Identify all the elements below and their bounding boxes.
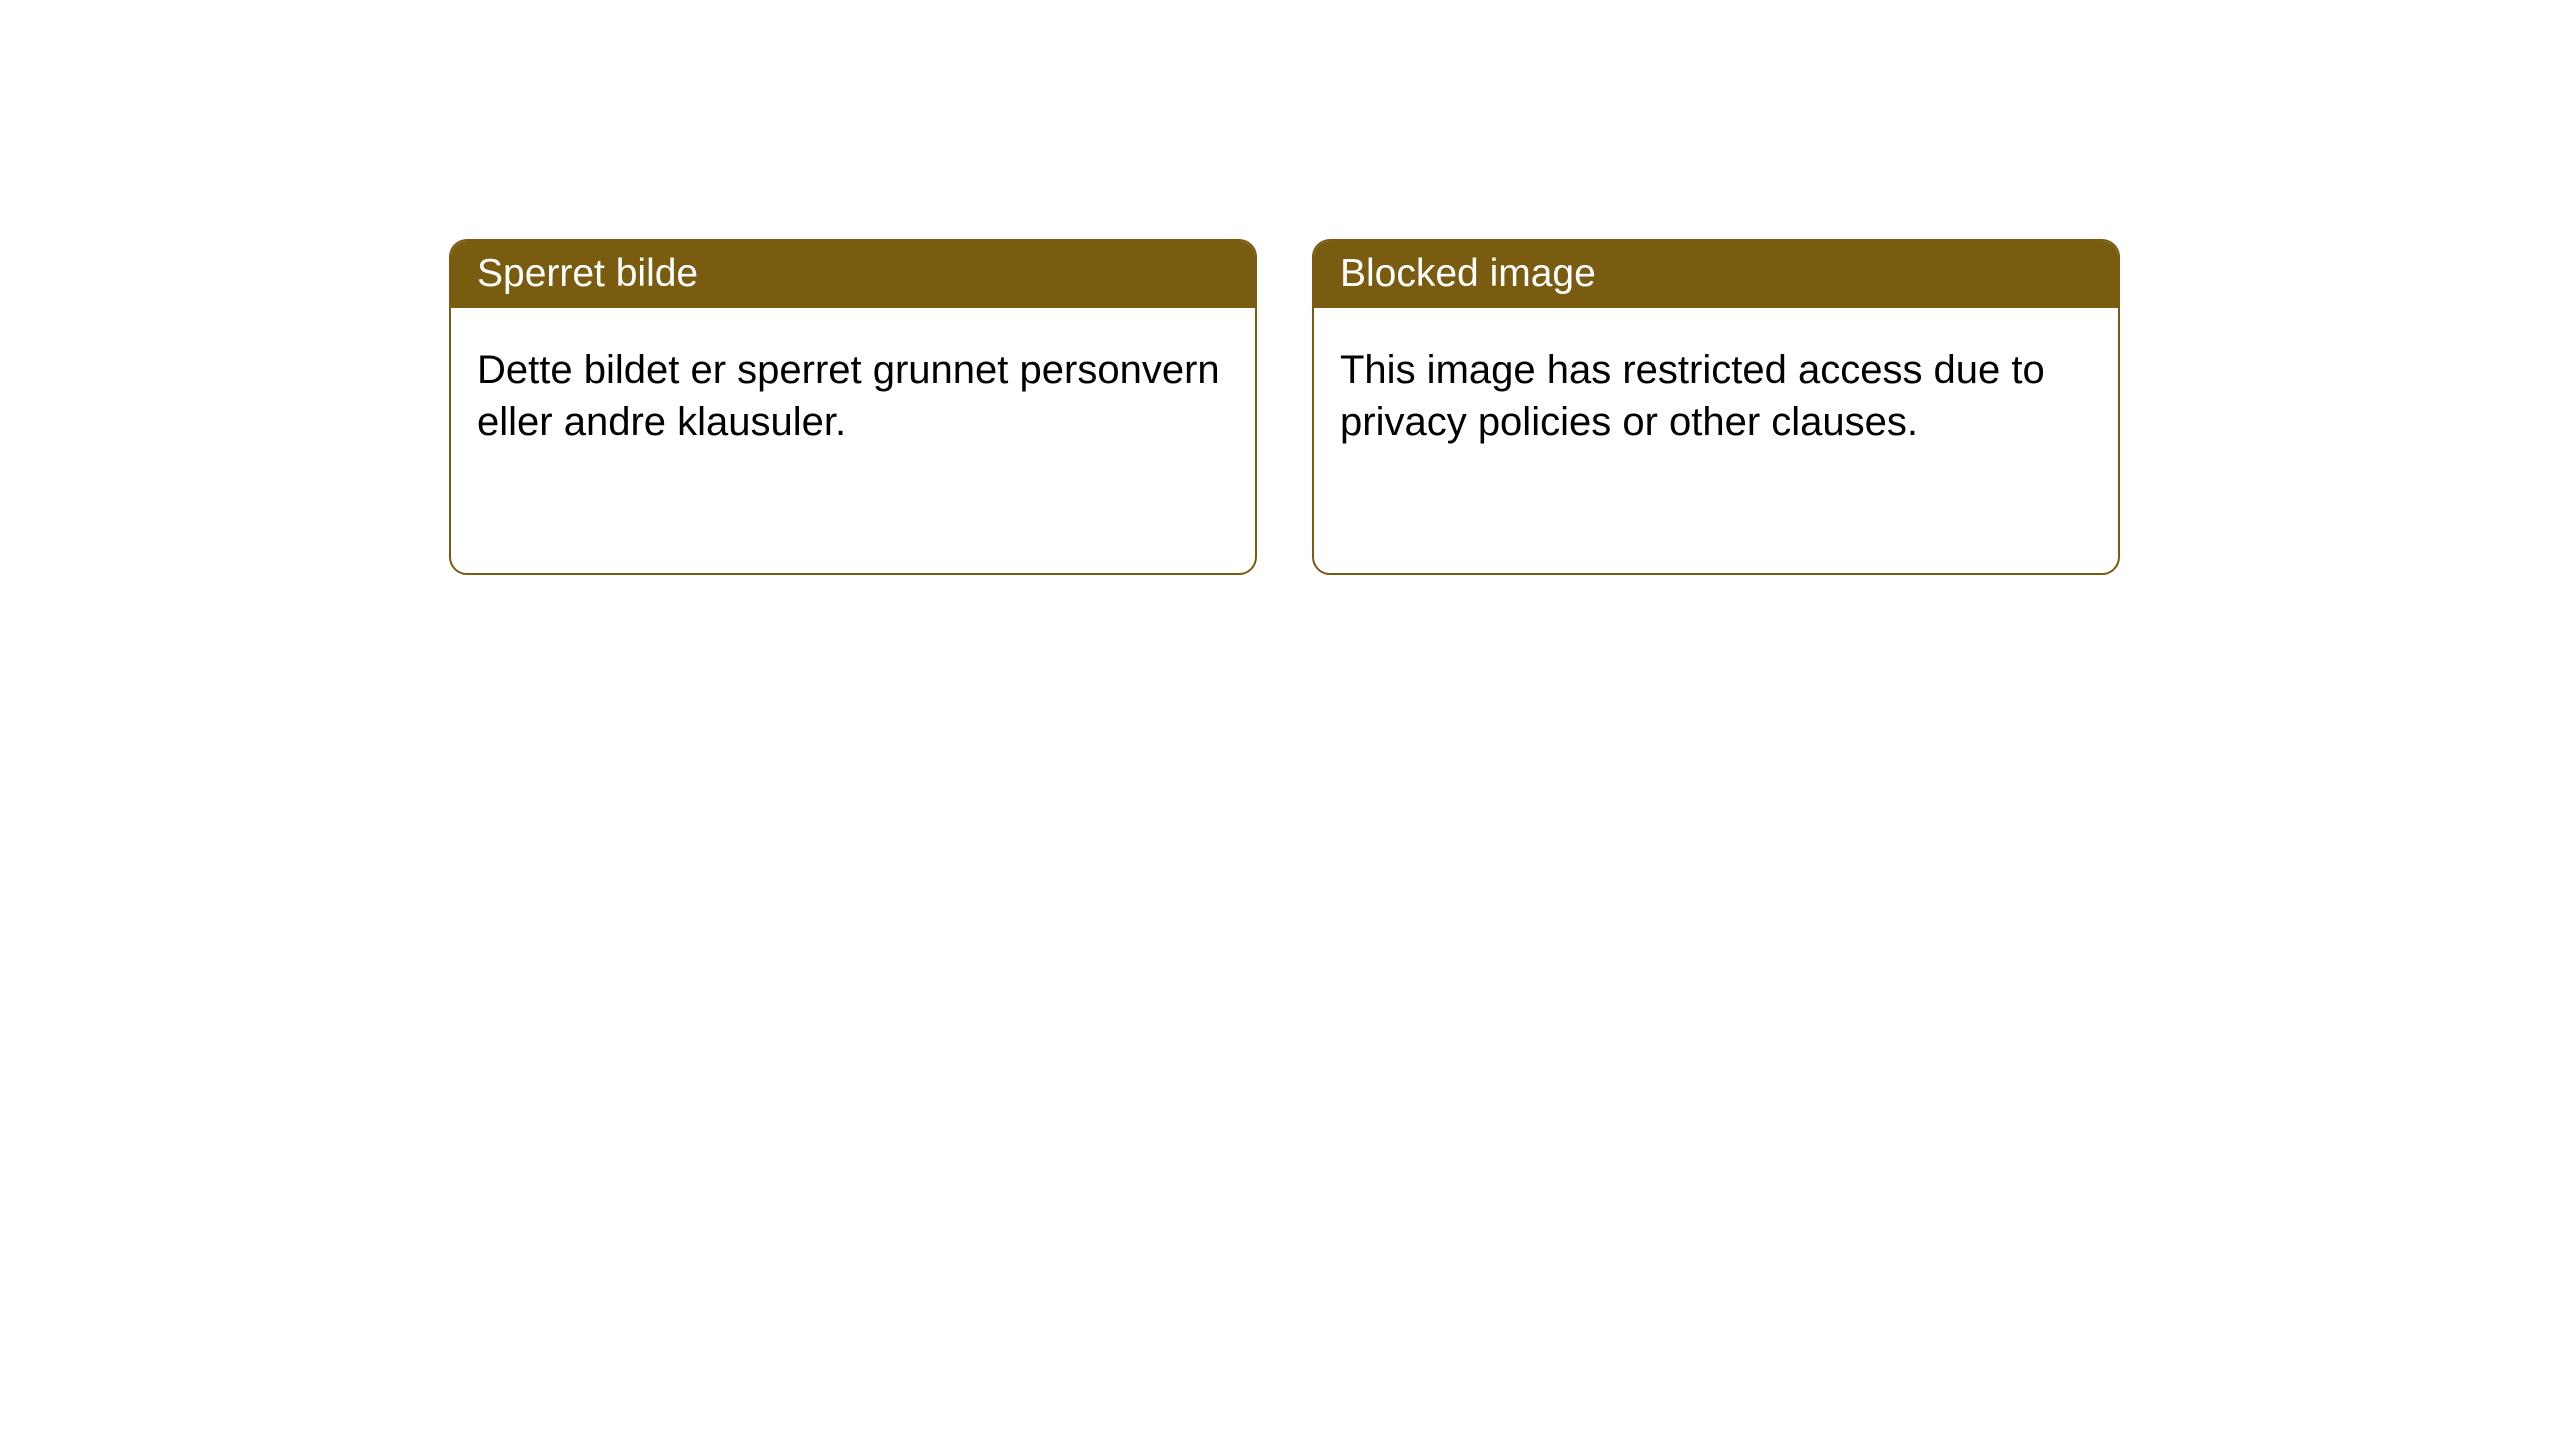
notice-body-en: This image has restricted access due to … <box>1314 308 2118 484</box>
notice-box-no: Sperret bilde Dette bildet er sperret gr… <box>449 239 1257 575</box>
notice-container: Sperret bilde Dette bildet er sperret gr… <box>0 0 2560 575</box>
notice-title-no: Sperret bilde <box>451 241 1255 308</box>
notice-title-en: Blocked image <box>1314 241 2118 308</box>
notice-box-en: Blocked image This image has restricted … <box>1312 239 2120 575</box>
notice-body-no: Dette bildet er sperret grunnet personve… <box>451 308 1255 484</box>
